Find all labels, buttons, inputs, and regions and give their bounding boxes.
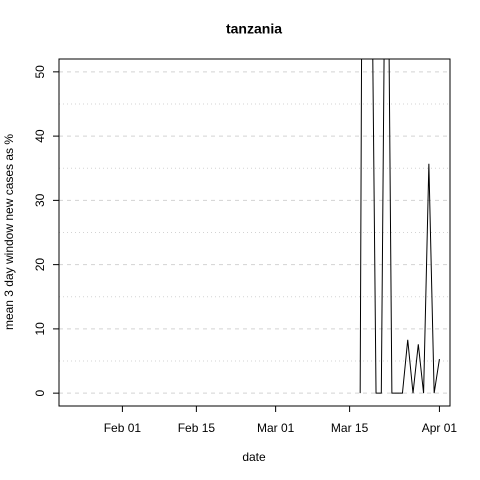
y-tick-label: 40 xyxy=(33,129,47,143)
x-tick-label: Apr 01 xyxy=(422,421,458,435)
x-tick-label: Mar 15 xyxy=(331,421,369,435)
y-tick-label: 0 xyxy=(33,389,47,396)
x-tick-label: Mar 01 xyxy=(257,421,295,435)
x-axis-label: date xyxy=(242,450,266,464)
x-tick-label: Feb 01 xyxy=(104,421,142,435)
chart-title: tanzania xyxy=(226,21,282,37)
plot-frame xyxy=(58,58,451,407)
y-tick-label: 50 xyxy=(33,65,47,79)
y-tick-label: 20 xyxy=(33,258,47,272)
data-line xyxy=(359,59,440,394)
y-axis-label: mean 3 day window new cases as % xyxy=(2,134,16,330)
x-tick-label: Feb 15 xyxy=(178,421,216,435)
y-tick-label: 10 xyxy=(33,322,47,336)
plot-area xyxy=(359,59,440,394)
y-tick-label: 30 xyxy=(33,193,47,207)
